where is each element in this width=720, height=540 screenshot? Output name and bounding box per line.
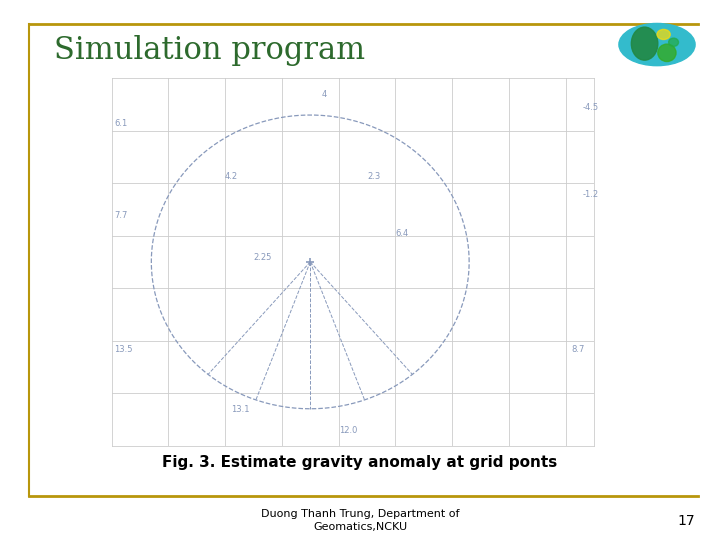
Text: 2.3: 2.3 bbox=[367, 172, 380, 180]
Text: 7.7: 7.7 bbox=[114, 211, 128, 220]
Ellipse shape bbox=[657, 29, 670, 39]
Text: 8.7: 8.7 bbox=[571, 345, 585, 354]
Ellipse shape bbox=[658, 44, 676, 62]
Circle shape bbox=[619, 23, 695, 66]
Text: 17: 17 bbox=[678, 514, 695, 528]
Text: 12.0: 12.0 bbox=[338, 426, 357, 435]
Text: 6.1: 6.1 bbox=[114, 119, 127, 128]
Text: 13.1: 13.1 bbox=[231, 405, 249, 414]
Text: Duong Thanh Trung, Department of
Geomatics,NCKU: Duong Thanh Trung, Department of Geomati… bbox=[261, 509, 459, 532]
Text: -4.5: -4.5 bbox=[582, 103, 599, 112]
Ellipse shape bbox=[631, 27, 658, 60]
Text: 2.25: 2.25 bbox=[253, 253, 272, 262]
Text: -1.2: -1.2 bbox=[582, 190, 599, 199]
Text: 4: 4 bbox=[322, 90, 327, 99]
Text: Simulation program: Simulation program bbox=[54, 35, 365, 66]
Text: Fig. 3. Estimate gravity anomaly at grid ponts: Fig. 3. Estimate gravity anomaly at grid… bbox=[163, 455, 557, 470]
Text: 6.4: 6.4 bbox=[395, 230, 409, 238]
Ellipse shape bbox=[669, 38, 678, 46]
Text: 4.2: 4.2 bbox=[225, 172, 238, 180]
Text: 13.5: 13.5 bbox=[114, 345, 133, 354]
